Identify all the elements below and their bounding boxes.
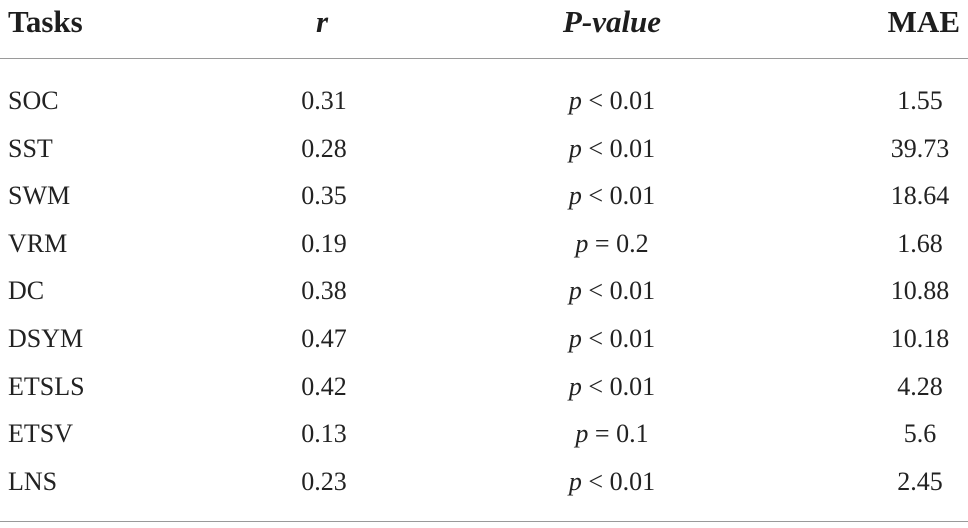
mae-cell: 39.73 <box>890 133 950 163</box>
p-relation: < 0.01 <box>581 371 656 401</box>
header-tasks: Tasks <box>8 4 83 39</box>
p-value-cell: p < 0.01 <box>569 129 655 169</box>
header-r: r <box>315 4 329 39</box>
p-relation: < 0.01 <box>581 466 656 496</box>
bottom-rule <box>0 521 968 522</box>
r-cell: 0.23 <box>301 466 347 496</box>
mae-cell: 10.88 <box>890 276 950 306</box>
p-symbol: p <box>568 323 582 353</box>
p-relation: = 0.1 <box>588 419 649 449</box>
header-rule <box>0 58 968 59</box>
task-cell: ETSV <box>8 419 73 449</box>
table-row: DSYM 0.47 p < 0.01 10.18 <box>0 319 968 367</box>
p-symbol: p <box>568 133 582 163</box>
table-row: SWM 0.35 p < 0.01 18.64 <box>0 176 968 224</box>
p-value-cell: p = 0.2 <box>575 224 648 264</box>
table-header: Tasks r P-value MAE <box>0 0 968 50</box>
mae-cell: 18.64 <box>890 181 950 211</box>
r-cell: 0.19 <box>301 228 347 258</box>
r-cell: 0.42 <box>301 371 347 401</box>
table-row: ETSV 0.13 p = 0.1 5.6 <box>0 414 968 462</box>
p-symbol: p <box>568 181 582 211</box>
table-row: DC 0.38 p < 0.01 10.88 <box>0 271 968 319</box>
mae-cell: 1.68 <box>897 228 943 258</box>
mae-cell: 5.6 <box>903 419 937 449</box>
r-cell: 0.28 <box>301 133 347 163</box>
p-symbol: p <box>575 419 589 449</box>
p-symbol: p <box>568 466 582 496</box>
table-row: ETSLS 0.42 p < 0.01 4.28 <box>0 367 968 415</box>
p-relation: < 0.01 <box>581 323 656 353</box>
header-mae: MAE <box>887 4 960 39</box>
task-cell: LNS <box>8 466 58 496</box>
p-relation: < 0.01 <box>581 276 656 306</box>
task-cell: DSYM <box>8 323 84 353</box>
task-cell: DC <box>8 276 45 306</box>
task-cell: ETSLS <box>8 371 85 401</box>
table-row: LNS 0.23 p < 0.01 2.45 <box>0 462 968 510</box>
p-value-cell: p < 0.01 <box>569 176 655 216</box>
table-row: VRM 0.19 p = 0.2 1.68 <box>0 224 968 272</box>
p-value-cell: p < 0.01 <box>569 462 655 502</box>
header-p-value-text: P-value <box>562 4 662 39</box>
mae-cell: 10.18 <box>890 323 950 353</box>
p-value-cell: p < 0.01 <box>569 81 655 121</box>
p-value-cell: p < 0.01 <box>569 271 655 311</box>
p-symbol: p <box>568 86 582 115</box>
task-cell: SST <box>8 133 53 163</box>
mae-cell: 4.28 <box>897 371 943 401</box>
r-cell: 0.38 <box>301 276 347 306</box>
table-row: SOC 0.31 p < 0.01 1.55 <box>0 81 968 129</box>
p-relation: < 0.01 <box>581 181 656 211</box>
r-cell: 0.47 <box>301 323 347 353</box>
p-symbol: p <box>575 228 589 258</box>
p-value-cell: p = 0.1 <box>575 414 648 454</box>
r-cell: 0.13 <box>301 419 347 449</box>
p-value-cell: p < 0.01 <box>569 367 655 407</box>
p-relation: = 0.2 <box>588 228 649 258</box>
task-cell: VRM <box>8 228 68 258</box>
r-cell: 0.35 <box>301 181 347 211</box>
p-relation: < 0.01 <box>581 133 656 163</box>
mae-cell: 1.55 <box>897 86 943 115</box>
p-symbol: p <box>568 371 582 401</box>
table-body: SOC 0.31 p < 0.01 1.55 SST 0.28 p < 0.01… <box>0 81 968 509</box>
p-symbol: p <box>568 276 582 306</box>
task-cell: SOC <box>8 86 59 115</box>
p-relation: < 0.01 <box>581 86 656 115</box>
mae-cell: 2.45 <box>897 466 943 496</box>
r-cell: 0.31 <box>301 86 347 115</box>
p-value-cell: p < 0.01 <box>569 319 655 359</box>
task-cell: SWM <box>8 181 71 211</box>
table-row: SST 0.28 p < 0.01 39.73 <box>0 129 968 177</box>
